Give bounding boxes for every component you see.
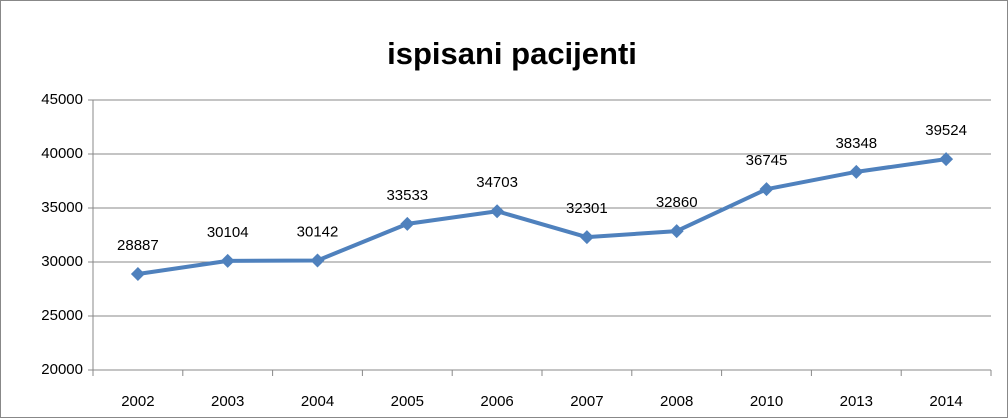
data-label: 38348 (835, 135, 877, 152)
data-label: 39524 (925, 122, 967, 139)
point-marker (490, 204, 505, 219)
y-tick-label: 20000 (41, 361, 83, 378)
x-tick-label: 2002 (121, 393, 154, 410)
x-tick-label: 2005 (391, 393, 424, 410)
x-tick-label: 2004 (301, 393, 334, 410)
point-marker (669, 224, 684, 239)
point-marker (849, 164, 864, 179)
data-label: 33533 (386, 187, 428, 204)
x-tick-label: 2008 (660, 393, 693, 410)
chart-title: ispisani pacijenti (387, 36, 637, 71)
point-marker (579, 230, 594, 245)
x-tick-label: 2006 (480, 393, 513, 410)
y-tick-label: 40000 (41, 145, 83, 162)
data-label: 30142 (297, 223, 339, 240)
point-marker (220, 253, 235, 268)
y-tick-label: 25000 (41, 307, 83, 324)
data-label: 32860 (656, 194, 698, 211)
x-tick-label: 2010 (750, 393, 783, 410)
data-label: 34703 (476, 174, 518, 191)
x-tick-label: 2013 (840, 393, 873, 410)
x-tick-label: 2014 (929, 393, 962, 410)
data-label: 32301 (566, 200, 608, 217)
point-marker (130, 267, 145, 282)
x-tick-label: 2007 (570, 393, 603, 410)
point-marker (759, 182, 774, 197)
data-label: 36745 (746, 152, 788, 169)
line-series (137, 157, 947, 276)
y-tick-label: 30000 (41, 253, 83, 270)
x-tick-label: 2003 (211, 393, 244, 410)
y-tick-label: 45000 (41, 91, 83, 108)
point-marker (310, 253, 325, 268)
y-tick-label: 35000 (41, 199, 83, 216)
data-label: 28887 (117, 237, 159, 254)
data-label: 30104 (207, 224, 249, 241)
point-marker (939, 152, 954, 167)
point-marker (400, 216, 415, 231)
